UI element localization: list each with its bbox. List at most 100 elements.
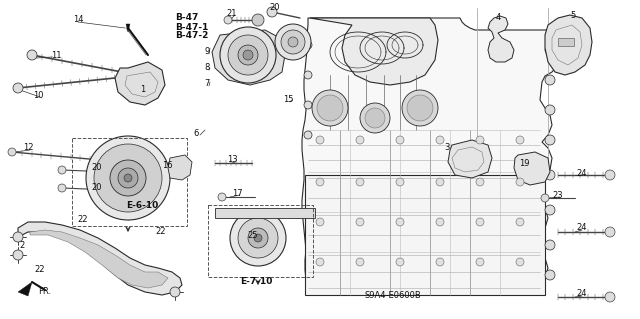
Text: 25: 25 — [248, 231, 259, 240]
Circle shape — [545, 270, 555, 280]
Circle shape — [13, 83, 23, 93]
Text: 6: 6 — [193, 129, 198, 137]
Circle shape — [275, 24, 311, 60]
Polygon shape — [310, 18, 438, 85]
Text: E-7-10: E-7-10 — [240, 278, 272, 286]
Text: B-47: B-47 — [175, 13, 198, 23]
Circle shape — [267, 7, 277, 17]
Bar — [305, 175, 545, 295]
Circle shape — [316, 258, 324, 266]
Circle shape — [605, 170, 615, 180]
Circle shape — [218, 193, 226, 201]
Polygon shape — [115, 62, 165, 105]
Text: 16: 16 — [162, 160, 172, 169]
Circle shape — [436, 178, 444, 186]
Circle shape — [58, 166, 66, 174]
Bar — [72, 138, 187, 226]
Circle shape — [27, 50, 37, 60]
Circle shape — [356, 218, 364, 226]
Circle shape — [13, 232, 23, 242]
Circle shape — [356, 136, 364, 144]
Polygon shape — [212, 30, 285, 85]
Text: 12: 12 — [23, 144, 33, 152]
Circle shape — [94, 144, 162, 212]
Text: E-6-10: E-6-10 — [126, 201, 158, 210]
Circle shape — [545, 170, 555, 180]
Circle shape — [396, 218, 404, 226]
Circle shape — [317, 95, 343, 121]
Text: 22: 22 — [35, 265, 45, 275]
Circle shape — [407, 95, 433, 121]
Polygon shape — [18, 222, 182, 295]
Text: 23: 23 — [553, 190, 563, 199]
Text: 22: 22 — [156, 227, 166, 236]
Text: 3: 3 — [444, 144, 450, 152]
Circle shape — [304, 71, 312, 79]
Circle shape — [545, 45, 555, 55]
Circle shape — [360, 103, 390, 133]
Circle shape — [13, 250, 23, 260]
Polygon shape — [168, 155, 192, 180]
Text: 1: 1 — [140, 85, 146, 94]
Circle shape — [86, 136, 170, 220]
Text: 15: 15 — [283, 95, 293, 105]
Text: 24: 24 — [577, 224, 588, 233]
Text: 24: 24 — [577, 168, 588, 177]
Circle shape — [288, 37, 298, 47]
Text: FR.: FR. — [38, 287, 51, 296]
Circle shape — [118, 168, 138, 188]
Circle shape — [254, 234, 262, 242]
Circle shape — [8, 148, 16, 156]
Circle shape — [281, 30, 305, 54]
Circle shape — [356, 178, 364, 186]
Circle shape — [605, 292, 615, 302]
Circle shape — [476, 218, 484, 226]
Circle shape — [476, 258, 484, 266]
Circle shape — [436, 218, 444, 226]
Circle shape — [396, 178, 404, 186]
Circle shape — [316, 178, 324, 186]
Text: 4: 4 — [495, 13, 500, 23]
Circle shape — [476, 136, 484, 144]
Polygon shape — [545, 15, 592, 75]
Circle shape — [541, 194, 549, 202]
Bar — [558, 38, 574, 46]
Circle shape — [58, 184, 66, 192]
Bar — [208, 205, 313, 277]
Text: 10: 10 — [33, 91, 44, 100]
Circle shape — [110, 160, 146, 196]
Circle shape — [356, 258, 364, 266]
Circle shape — [516, 136, 524, 144]
Circle shape — [436, 258, 444, 266]
Circle shape — [230, 210, 286, 266]
Circle shape — [516, 258, 524, 266]
Text: 13: 13 — [227, 155, 237, 165]
Text: 11: 11 — [51, 50, 61, 60]
Circle shape — [248, 228, 268, 248]
Text: 20: 20 — [269, 4, 280, 12]
Circle shape — [476, 178, 484, 186]
Circle shape — [312, 90, 348, 126]
Circle shape — [220, 27, 276, 83]
Text: 7: 7 — [204, 79, 210, 88]
Polygon shape — [514, 152, 550, 185]
Polygon shape — [488, 16, 514, 62]
Circle shape — [316, 136, 324, 144]
Circle shape — [304, 131, 312, 139]
Text: 24: 24 — [577, 290, 588, 299]
Circle shape — [396, 258, 404, 266]
Circle shape — [304, 101, 312, 109]
Text: 19: 19 — [519, 159, 529, 167]
Circle shape — [365, 108, 385, 128]
Text: 20: 20 — [92, 164, 102, 173]
Circle shape — [516, 178, 524, 186]
Circle shape — [605, 227, 615, 237]
Text: 21: 21 — [227, 9, 237, 18]
Circle shape — [238, 45, 258, 65]
Polygon shape — [126, 24, 130, 32]
Circle shape — [545, 75, 555, 85]
Circle shape — [238, 218, 278, 258]
Polygon shape — [30, 230, 168, 288]
Circle shape — [402, 90, 438, 126]
Polygon shape — [448, 140, 492, 178]
